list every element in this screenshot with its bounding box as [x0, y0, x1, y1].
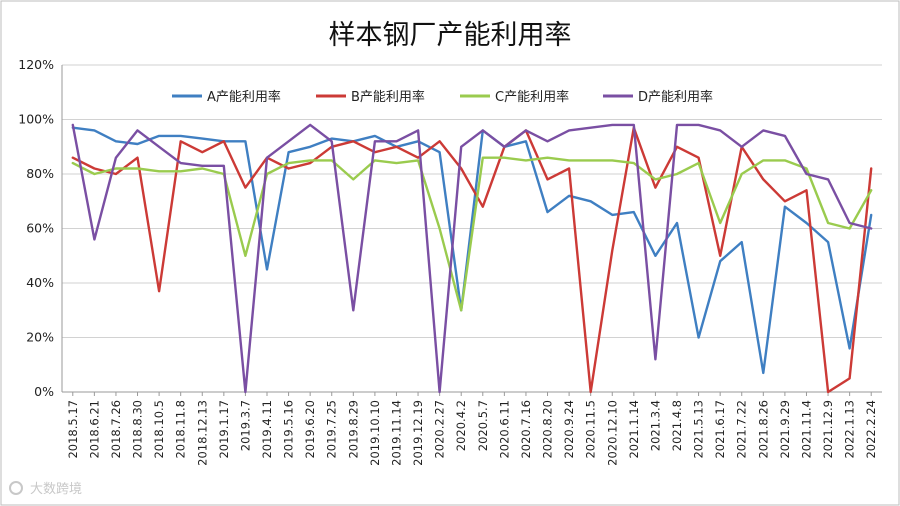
- x-tick-label: 2019.8.29: [346, 400, 360, 459]
- series-line-a: [71, 126, 873, 375]
- watermark-logo-icon: [9, 481, 23, 495]
- x-tick-label: 2019.7.25: [325, 400, 339, 459]
- series-line-b: [71, 126, 873, 394]
- x-tick-label: 2018.10.5: [152, 400, 166, 459]
- x-tick-label: 2022.1.13: [843, 400, 857, 459]
- x-tick-label: 2021.4.8: [670, 400, 684, 451]
- x-tick-label: 2019.6.20: [303, 400, 317, 459]
- legend-label: D产能利用率: [638, 89, 713, 105]
- y-tick-label: 60%: [26, 221, 54, 236]
- x-tick-label: 2021.11.4: [799, 400, 813, 459]
- x-tick-label: 2021.6.17: [713, 400, 727, 459]
- x-tick-label: 2020.6.11: [497, 400, 511, 459]
- x-tick-label: 2018.8.30: [131, 400, 145, 459]
- x-tick-label: 2021.9.29: [778, 400, 792, 459]
- x-tick-label: 2019.1.17: [217, 400, 231, 459]
- x-tick-label: 2021.3.4: [648, 400, 662, 451]
- x-tick-label: 2020.9.24: [562, 400, 576, 459]
- x-tick-label: 2018.6.21: [87, 400, 101, 459]
- y-tick-label: 40%: [26, 275, 54, 290]
- series-line-c: [71, 156, 873, 312]
- x-tick-label: 2018.7.26: [109, 400, 123, 459]
- x-tick-label: 2020.2.27: [433, 400, 447, 459]
- y-tick-label: 120%: [18, 57, 54, 72]
- x-tick-label: 2020.7.16: [519, 400, 533, 459]
- x-tick-label: 2018.11.8: [174, 400, 188, 459]
- x-tick-label: 2019.11.14: [389, 400, 403, 466]
- x-tick-label: 2019.5.16: [282, 400, 296, 459]
- y-axis: 0% 20% 40% 60% 80% 100% 120%: [18, 57, 63, 399]
- series-lines: [71, 123, 873, 394]
- y-tick-label: 0%: [34, 384, 54, 399]
- x-tick-label: 2018.5.17: [66, 400, 80, 459]
- legend-item: A产能利用率: [172, 89, 281, 105]
- x-tick-label: 2020.11.5: [584, 400, 598, 459]
- legend-label: B产能利用率: [351, 89, 425, 105]
- legend: A产能利用率 B产能利用率 C产能利用率 D产能利用率: [172, 89, 713, 105]
- x-tick-label: 2018.12.13: [195, 400, 209, 466]
- legend-item: D产能利用率: [603, 89, 713, 105]
- x-tick-label: 2021.1.14: [627, 400, 641, 459]
- watermark-text: 大数跨境: [30, 482, 82, 497]
- chart-title: 样本钢厂产能利用率: [329, 20, 572, 51]
- x-tick-label: 2019.3.7: [238, 400, 252, 451]
- legend-item: C产能利用率: [460, 89, 569, 105]
- legend-item: B产能利用率: [316, 89, 425, 105]
- legend-label: A产能利用率: [207, 89, 281, 105]
- y-tick-label: 100%: [18, 112, 54, 127]
- x-tick-label: 2019.4.11: [260, 400, 274, 459]
- watermark: 大数跨境: [9, 481, 82, 497]
- y-tick-label: 80%: [26, 166, 54, 181]
- x-tick-label: 2020.4.2: [454, 400, 468, 451]
- x-axis: 2018.5.17 2018.6.21 2018.7.26 2018.8.30 2018…: [62, 391, 882, 466]
- y-tick-label: 20%: [26, 330, 54, 345]
- x-tick-label: 2020.5.7: [476, 400, 490, 451]
- series-line-d: [71, 123, 873, 394]
- x-tick-label: 2021.8.26: [756, 400, 770, 459]
- x-tick-label: 2020.8.20: [541, 400, 555, 459]
- x-tick-label: 2021.12.9: [821, 400, 835, 459]
- x-tick-label: 2022.2.24: [864, 400, 878, 459]
- x-tick-label: 2019.12.19: [411, 400, 425, 466]
- x-tick-label: 2019.10.10: [368, 400, 382, 466]
- legend-label: C产能利用率: [495, 89, 569, 105]
- x-tick-label: 2021.7.22: [735, 400, 749, 459]
- x-tick-label: 2020.12.10: [605, 400, 619, 466]
- x-tick-label: 2021.5.13: [692, 400, 706, 459]
